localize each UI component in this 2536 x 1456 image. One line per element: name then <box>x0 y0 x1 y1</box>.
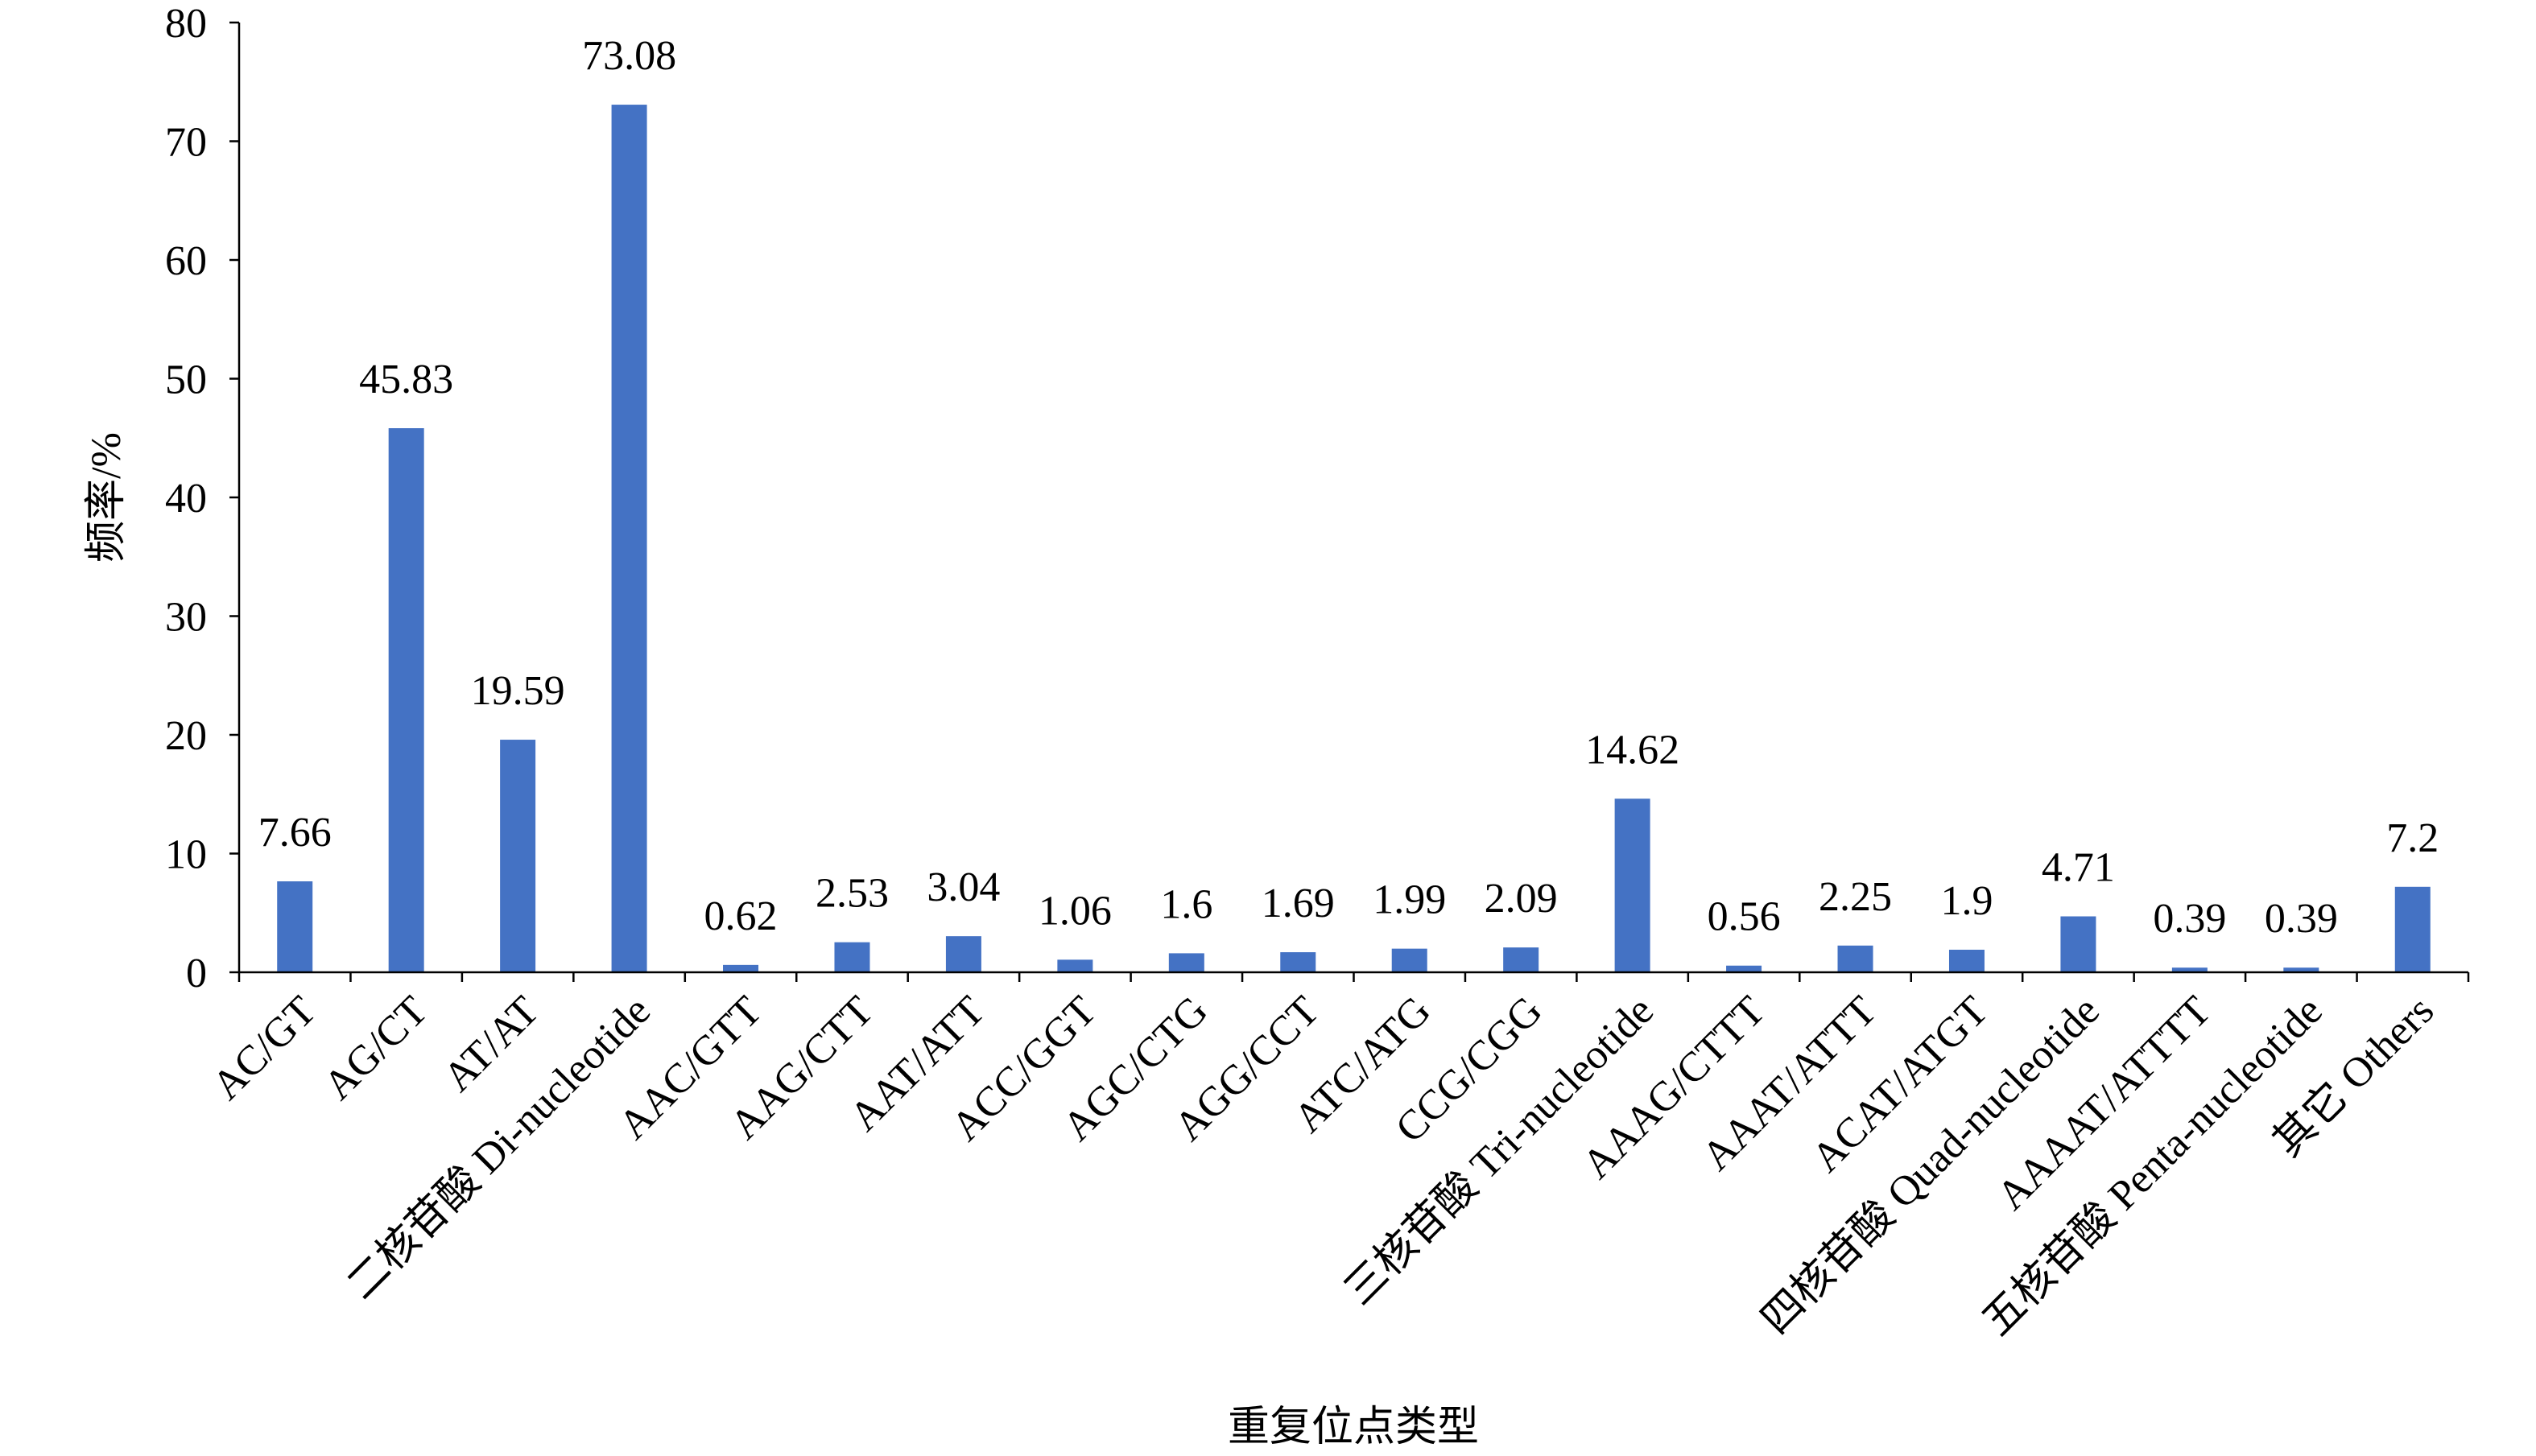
bar <box>1280 952 1316 972</box>
y-tick-label: 40 <box>165 476 207 522</box>
bar <box>945 936 981 972</box>
bar <box>2171 967 2208 972</box>
y-tick-label: 30 <box>165 595 207 641</box>
data-label: 7.66 <box>258 810 332 856</box>
x-tick-label: AG/CT <box>315 988 436 1109</box>
data-label: 1.9 <box>1940 878 1993 924</box>
data-label: 4.71 <box>2042 845 2115 891</box>
bar <box>611 105 647 972</box>
bar <box>2394 886 2431 972</box>
y-tick-label: 20 <box>165 713 207 759</box>
data-label: 2.53 <box>816 871 889 917</box>
x-axis-title: 重复位点类型 <box>1228 1404 1479 1450</box>
bar <box>500 740 536 972</box>
bar <box>1614 798 1650 972</box>
x-tick-label: AC/GT <box>204 988 325 1109</box>
data-label: 19.59 <box>471 668 565 714</box>
bar <box>1057 959 1093 972</box>
data-label: 14.62 <box>1585 727 1679 773</box>
data-label: 1.06 <box>1039 888 1112 934</box>
data-label: 0.62 <box>704 893 778 939</box>
data-label: 2.09 <box>1485 876 1558 922</box>
bar <box>834 942 870 972</box>
data-label: 1.99 <box>1373 877 1446 923</box>
y-tick-label: 60 <box>165 238 207 284</box>
data-label: 73.08 <box>582 33 676 79</box>
bar <box>723 964 759 972</box>
bar <box>1837 945 1873 972</box>
y-tick-label: 80 <box>165 1 207 47</box>
bar <box>1391 948 1427 972</box>
data-label: 0.56 <box>1708 894 1781 940</box>
y-axis: 0 10 20 30 40 50 60 70 80 <box>165 1 241 996</box>
bars <box>277 105 2431 972</box>
y-tick-label: 0 <box>186 951 207 996</box>
data-label: 45.83 <box>359 357 453 402</box>
data-label: 7.2 <box>2386 815 2439 861</box>
bar <box>1168 953 1204 972</box>
bar <box>1503 947 1539 972</box>
bar <box>1948 949 1985 972</box>
bar <box>388 428 424 972</box>
bar <box>277 881 313 972</box>
data-label: 3.04 <box>927 864 1000 910</box>
data-label: 0.39 <box>2265 896 2338 942</box>
data-label: 0.39 <box>2153 896 2226 942</box>
bar <box>2060 916 2096 972</box>
data-labels: 7.66 45.83 19.59 73.08 0.62 2.53 3.04 1.06 1.6 1.… <box>258 33 2439 942</box>
data-label: 1.6 <box>1160 881 1212 927</box>
y-tick-label: 10 <box>165 832 207 878</box>
y-axis-title: 频率/% <box>84 432 130 563</box>
data-label: 1.69 <box>1262 881 1335 926</box>
y-tick-label: 70 <box>165 120 207 166</box>
y-tick-label: 50 <box>165 357 207 403</box>
data-label: 2.25 <box>1819 874 1892 920</box>
bar <box>2283 967 2319 972</box>
bar <box>1726 965 1762 972</box>
